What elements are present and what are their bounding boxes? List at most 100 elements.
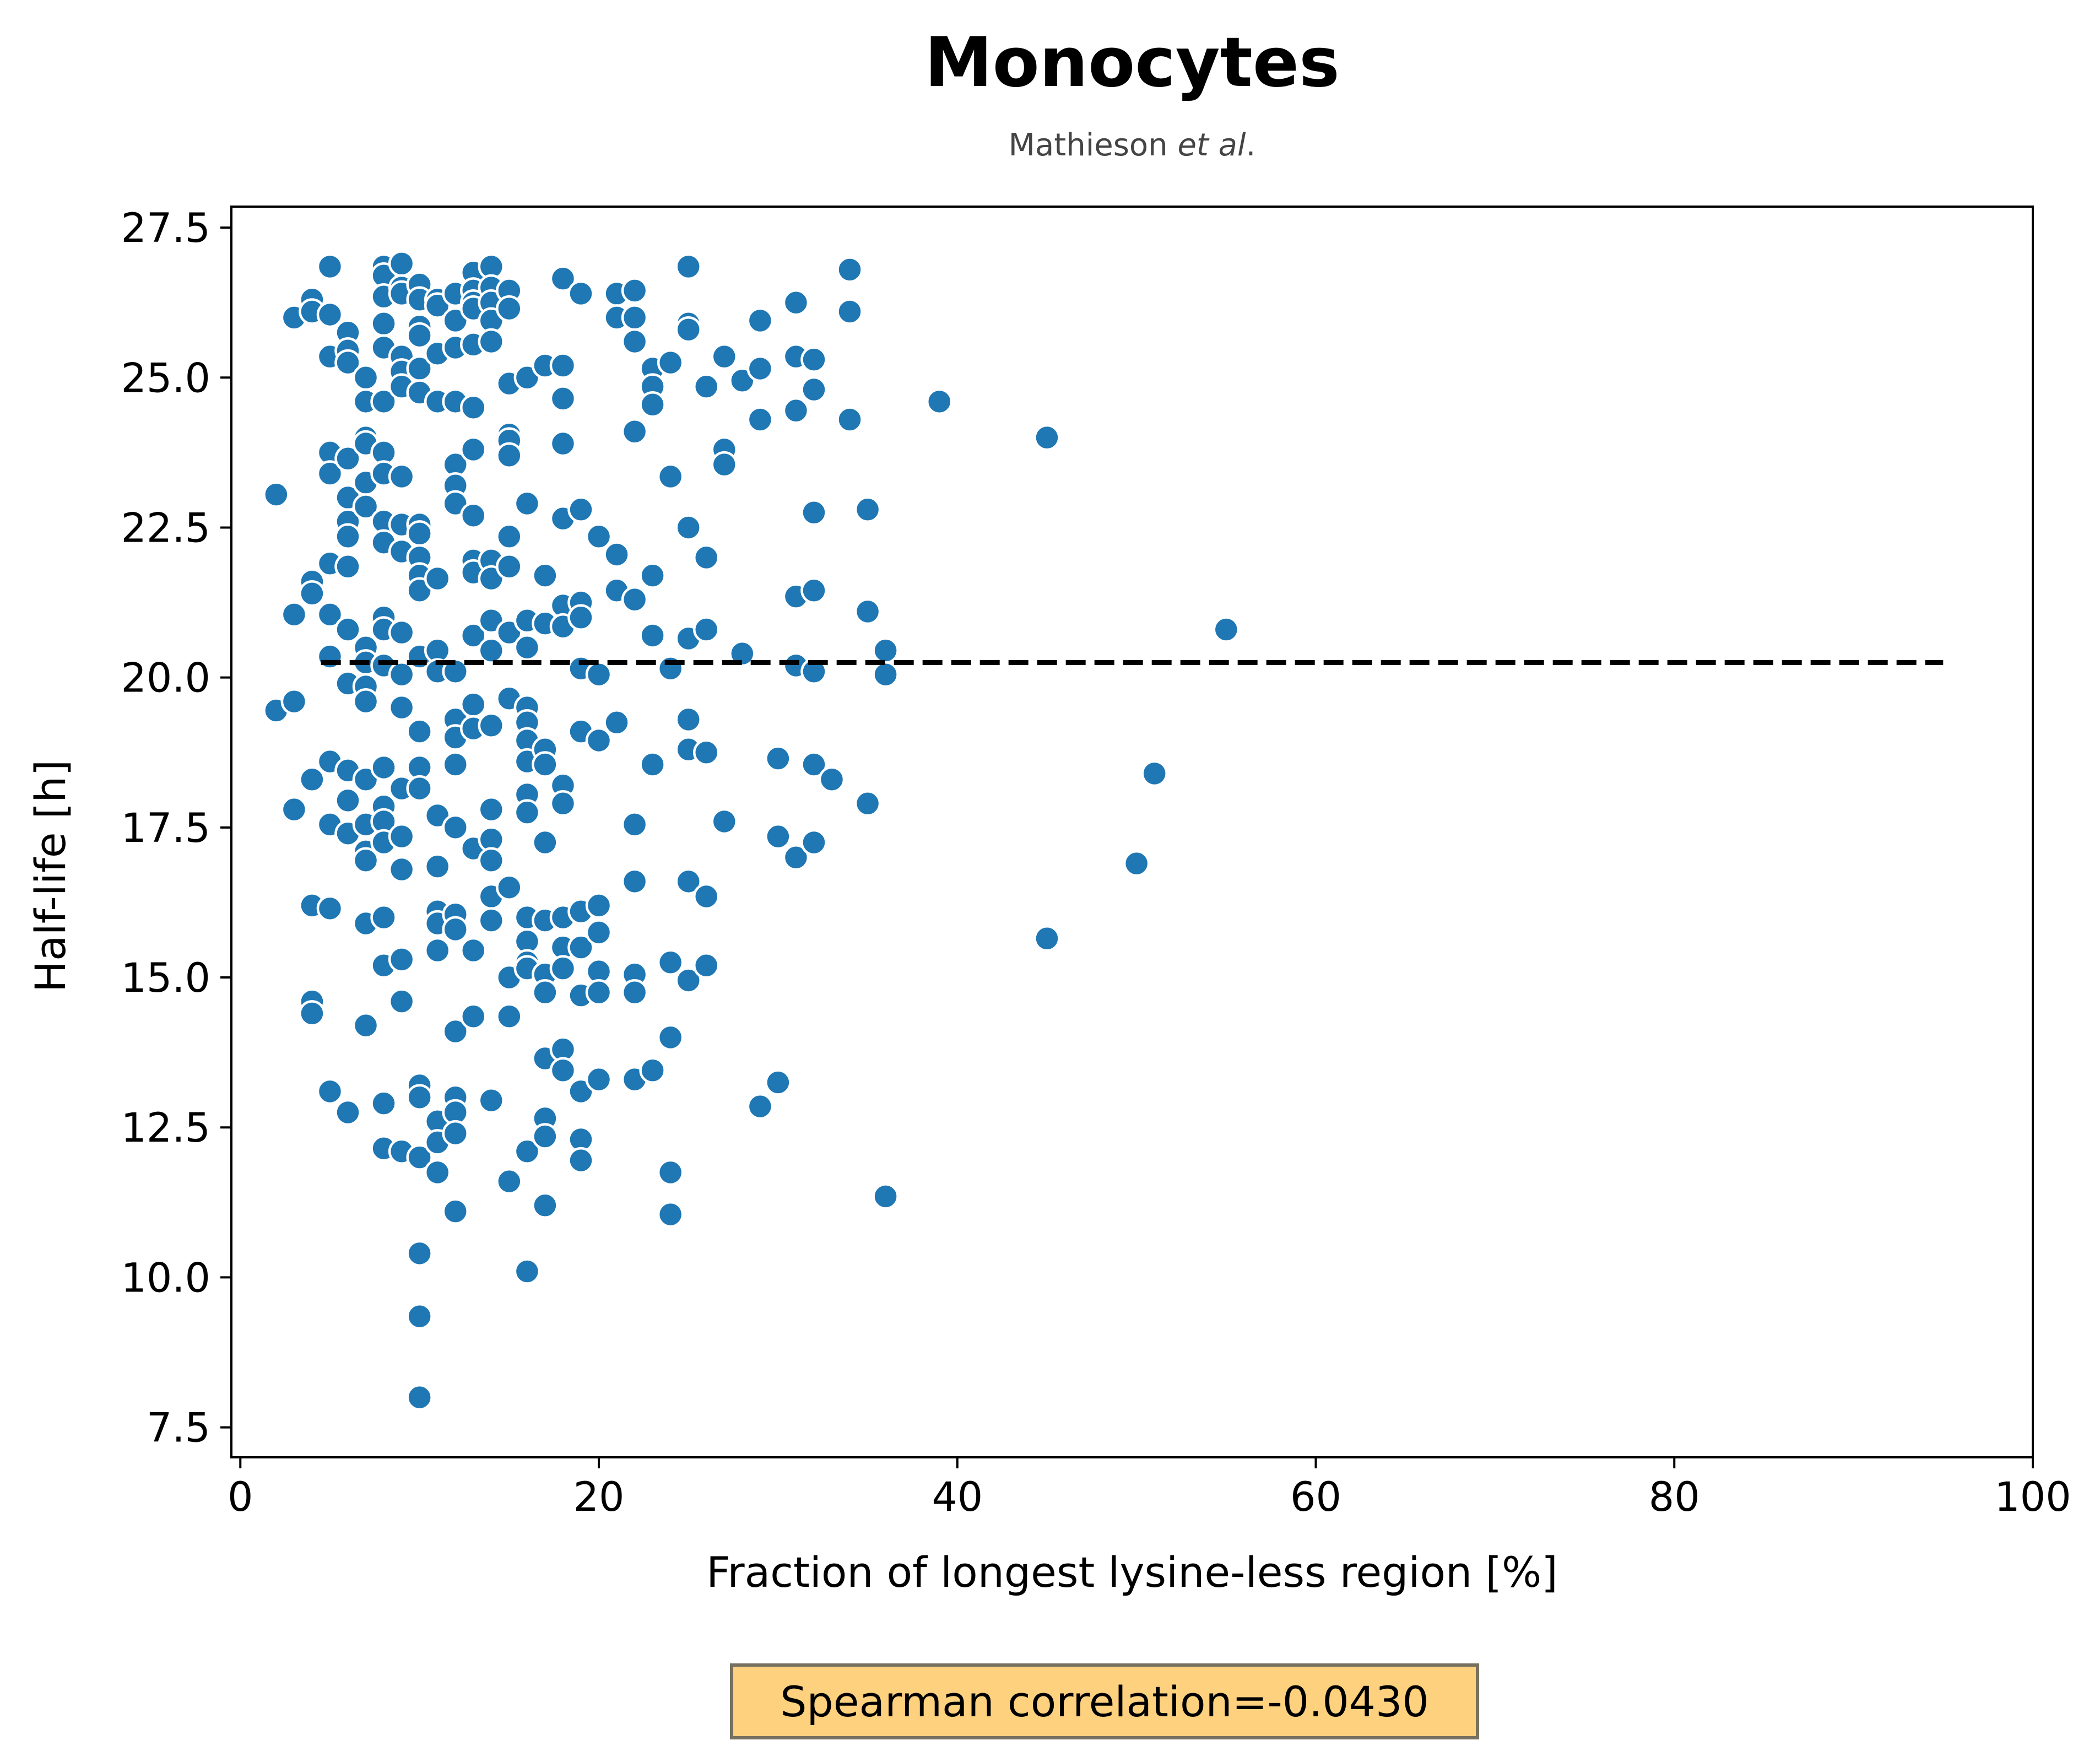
data-point — [800, 346, 827, 373]
data-point — [334, 553, 361, 580]
axes-frame — [230, 206, 2034, 1458]
data-point — [442, 658, 469, 685]
data-point — [675, 706, 702, 733]
data-point — [621, 418, 648, 445]
data-point — [621, 277, 648, 304]
data-point — [406, 1240, 433, 1267]
data-point — [746, 406, 774, 433]
data-point — [800, 829, 827, 856]
data-point — [657, 949, 684, 976]
plot-area: 0 20 40 60 80 100 7.5 10.0 12.5 15.0 17.5 20.0 22.5 2… — [121, 205, 2071, 1521]
data-point — [496, 874, 523, 901]
data-point — [818, 766, 846, 793]
y-axis-label: Half-life [h] — [26, 760, 75, 992]
data-point — [406, 1303, 433, 1330]
data-point — [621, 586, 648, 613]
data-point — [478, 712, 505, 739]
data-point — [370, 754, 397, 781]
data-point — [585, 892, 613, 919]
data-point — [388, 988, 415, 1015]
data-point — [675, 967, 702, 994]
y-tick-label: 27.5 — [121, 205, 210, 252]
data-point — [567, 934, 594, 961]
data-point — [513, 634, 541, 661]
data-point — [496, 1168, 523, 1195]
data-point — [513, 799, 541, 826]
annotation-text: Spearman correlation=-0.0430 — [780, 1677, 1428, 1726]
data-point — [657, 1024, 684, 1051]
data-point — [585, 523, 613, 550]
y-tick-label: 25.0 — [121, 355, 210, 402]
data-point — [782, 397, 810, 424]
data-point — [729, 640, 756, 667]
data-point — [496, 523, 523, 550]
data-point — [746, 307, 774, 334]
data-point — [1033, 925, 1060, 952]
data-point — [549, 955, 577, 982]
data-point — [567, 1147, 594, 1174]
data-point — [370, 1090, 397, 1117]
data-point — [334, 616, 361, 643]
data-point — [424, 1159, 451, 1186]
data-point — [549, 790, 577, 817]
data-point — [388, 661, 415, 688]
data-point — [406, 1383, 433, 1411]
data-point — [532, 829, 559, 856]
data-point — [442, 1018, 469, 1045]
data-point — [800, 577, 827, 604]
data-point — [406, 1084, 433, 1111]
x-axis-label: Fraction of longest lysine-less region [… — [706, 1548, 1558, 1597]
data-point — [657, 1159, 684, 1186]
data-point — [532, 1123, 559, 1150]
data-point — [352, 847, 380, 874]
data-point — [692, 616, 720, 643]
data-point — [549, 352, 577, 379]
data-point — [352, 493, 380, 520]
data-point — [316, 460, 344, 487]
data-point — [334, 1099, 361, 1126]
data-point — [388, 694, 415, 721]
data-point — [711, 451, 738, 478]
data-point — [549, 385, 577, 412]
data-point — [532, 979, 559, 1006]
data-point — [639, 622, 666, 649]
data-point — [692, 739, 720, 766]
subtitle-author: Mathieson — [1009, 127, 1178, 163]
data-point — [549, 430, 577, 457]
data-point — [657, 349, 684, 376]
data-point — [442, 1120, 469, 1147]
data-point — [263, 481, 290, 508]
data-point — [800, 376, 827, 403]
y-tick-label: 12.5 — [121, 1105, 210, 1152]
data-point — [442, 1198, 469, 1225]
data-point — [692, 952, 720, 979]
data-point — [854, 598, 881, 625]
data-point — [370, 388, 397, 415]
data-point — [388, 463, 415, 490]
data-point — [567, 604, 594, 631]
data-point — [370, 310, 397, 337]
data-point — [478, 1087, 505, 1114]
data-point — [280, 796, 308, 823]
data-point — [872, 637, 899, 664]
data-point — [352, 364, 380, 391]
annotation-box — [730, 1663, 1479, 1739]
data-point — [621, 328, 648, 355]
data-point — [621, 304, 648, 331]
data-point — [352, 1012, 380, 1039]
data-point — [478, 328, 505, 355]
x-tick-label: 80 — [1649, 1474, 1700, 1521]
data-point — [532, 1192, 559, 1219]
data-point — [692, 373, 720, 400]
data-point — [800, 658, 827, 685]
data-point — [925, 388, 953, 415]
data-point — [388, 946, 415, 973]
data-point — [299, 1000, 326, 1027]
data-point — [621, 979, 648, 1006]
y-tick-label: 15.0 — [121, 955, 210, 1002]
data-point — [782, 289, 810, 316]
spearman-annotation: Spearman correlation=-0.0430 — [730, 1663, 1479, 1739]
data-point — [424, 853, 451, 880]
data-point — [657, 655, 684, 682]
data-point — [585, 979, 613, 1006]
